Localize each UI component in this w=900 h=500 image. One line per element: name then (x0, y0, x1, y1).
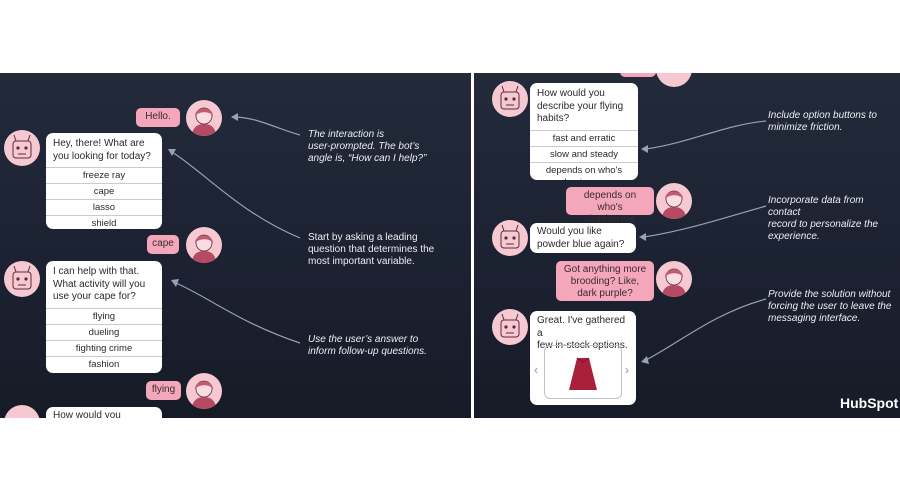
option-fast-and-erratic[interactable]: fast and erratic (530, 129, 638, 146)
bot-message-in-stock: Great. I've gathered a few in-stock opti… (530, 311, 636, 405)
bot-message-powder-blue: Would you like powder blue again? (530, 223, 636, 253)
option-lasso[interactable]: lasso (46, 199, 162, 215)
option-cape[interactable]: cape (46, 183, 162, 199)
arrow-3 (175, 282, 301, 344)
user-avatar (186, 373, 222, 409)
option-fighting-crime[interactable]: fighting crime (46, 339, 162, 356)
annotation-arrows-right (639, 120, 767, 364)
right-panel: How would you describe your flying habit… (474, 73, 900, 418)
hubspot-logo: HubSpot (840, 395, 899, 411)
carousel-prev-button[interactable]: ‹ (534, 363, 538, 377)
arrowhead-6 (641, 356, 649, 364)
option-shield[interactable]: shield (46, 215, 162, 229)
user-avatar (186, 100, 222, 136)
bot-text-line: Hey, there! What are (53, 138, 145, 149)
bot-avatar-icon (500, 224, 520, 249)
bot-message-activity: I can help with that. What activity will… (46, 261, 162, 373)
arrow-4 (645, 120, 767, 150)
bot-avatar-icon (500, 313, 520, 338)
bot-text-line: I can help with that. (53, 266, 140, 277)
user-avatar-icon (662, 268, 686, 297)
cape-product-image (569, 357, 597, 390)
bot-text-line: habits? (537, 113, 570, 124)
option-flying[interactable]: flying (46, 307, 162, 324)
bot-text-line: describe your flying (537, 100, 624, 112)
annotation-arrows-left (168, 113, 301, 344)
bot-message-greeting: Hey, there! What are you looking for tod… (46, 133, 162, 229)
bot-avatar (492, 220, 528, 256)
user-avatar-icon (192, 234, 216, 263)
arrow-6 (645, 298, 767, 361)
annotation-note-3: Use the user’s answer to inform follow-u… (308, 334, 427, 357)
option-freeze-ray[interactable]: freeze ray (46, 167, 162, 183)
user-avatar (656, 261, 692, 297)
arrowhead-1 (231, 113, 238, 121)
bot-text-line: you looking for today? (53, 150, 151, 162)
annotation-note-2: Start by asking a leading question that … (308, 232, 435, 267)
arrowhead-2 (168, 149, 176, 156)
arrowhead-5 (639, 233, 646, 241)
option-slow-and-steady[interactable]: slow and steady (530, 145, 638, 162)
bot-text-line: use your cape for? (53, 291, 136, 302)
user-message-depends: depends on who's chasing me (566, 187, 654, 225)
option-fashion[interactable]: fashion (46, 355, 162, 372)
bot-avatar-icon (12, 265, 32, 290)
left-panel: Hello. Hey, there! What are you looking … (0, 73, 471, 418)
user-avatar (656, 73, 692, 87)
bot-avatar (492, 309, 528, 345)
user-avatar (186, 227, 222, 263)
bot-avatar-icon (500, 85, 520, 110)
bot-text-line: What activity will you (53, 278, 146, 290)
annotation-note-1: The interaction is user-prompted. The bo… (308, 129, 427, 164)
bot-avatar (4, 261, 40, 297)
annotation-note-4: Include option buttons to minimize frict… (768, 110, 877, 133)
bot-message-cut: How would you (46, 407, 162, 418)
user-message-cut (620, 73, 656, 77)
bot-message-habits: How would you describe your flying habit… (530, 83, 638, 180)
product-card[interactable] (544, 345, 622, 399)
user-avatar-icon (662, 190, 686, 219)
carousel-next-button[interactable]: › (625, 363, 629, 377)
option-depends-on-whos-chasing-me[interactable]: depends on who's chasing me (530, 161, 638, 180)
arrow-2 (171, 151, 301, 239)
user-message-hello: Hello. (136, 108, 180, 127)
annotation-note-6: Provide the solution without forcing the… (768, 289, 892, 324)
user-avatar-icon (192, 107, 216, 136)
user-avatar (656, 183, 692, 219)
arrow-5 (643, 205, 767, 238)
bot-avatar (4, 130, 40, 166)
bot-text-line: How would you (537, 88, 605, 99)
annotation-note-5: Incorporate data from contact record to … (768, 195, 879, 242)
user-avatar-icon (192, 380, 216, 409)
bot-avatar (492, 81, 528, 117)
user-message-brooding: Got anything more brooding? Like, dark p… (556, 261, 654, 301)
user-message-cape: cape (147, 235, 179, 254)
option-dueling[interactable]: dueling (46, 323, 162, 340)
arrowhead-4 (641, 145, 648, 153)
user-message-flying: flying (146, 381, 181, 400)
bot-avatar (4, 405, 40, 418)
arrowhead-3 (171, 279, 179, 287)
arrow-1 (235, 116, 301, 136)
bot-avatar-icon (12, 134, 32, 159)
